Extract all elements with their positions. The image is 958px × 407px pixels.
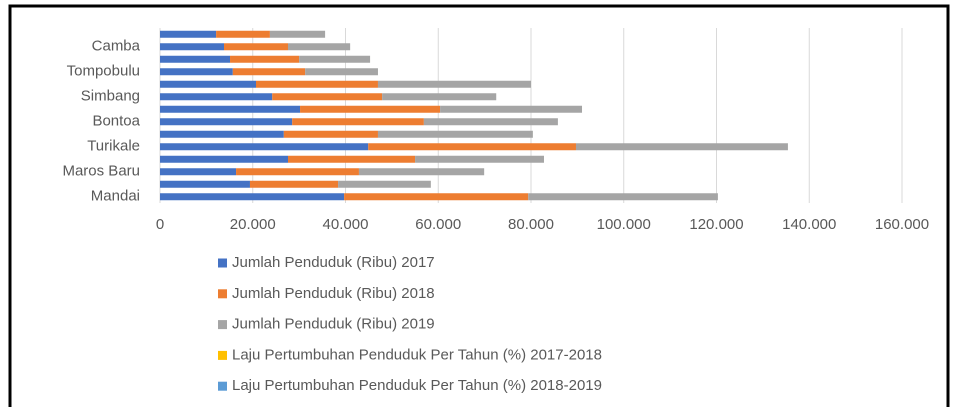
bar-segment <box>160 93 273 101</box>
bar-segment <box>160 193 345 201</box>
x-tick-label: 80.000 <box>508 216 554 233</box>
bar-segment <box>338 180 431 188</box>
bar-segment <box>160 80 256 88</box>
x-tick-label: 40.000 <box>323 216 369 233</box>
y-tick-label: Turikale <box>87 138 140 155</box>
y-tick-label: Maros Baru <box>62 163 140 180</box>
bar-segment <box>377 80 531 88</box>
bar-segment <box>283 130 378 138</box>
x-tick-label: 140.000 <box>782 216 836 233</box>
legend-label: Jumlah Penduduk (Ribu) 2017 <box>232 254 435 271</box>
y-tick-label: Camba <box>92 38 141 55</box>
bar-segment <box>287 43 351 51</box>
bar-segment <box>300 105 441 113</box>
bar-segment <box>305 68 378 76</box>
bar-segment <box>216 30 270 38</box>
x-tick-label: 120.000 <box>689 216 743 233</box>
bar-segment <box>160 130 284 138</box>
bar-segment <box>368 143 576 151</box>
frame <box>8 4 950 407</box>
bar-segment <box>358 168 485 176</box>
bar-segment <box>249 180 339 188</box>
bar-segment <box>528 193 718 201</box>
bar-segment <box>287 155 416 163</box>
legend-label: Jumlah Penduduk (Ribu) 2019 <box>232 316 435 333</box>
bar-segment <box>423 118 558 126</box>
x-tick-label: 0 <box>156 216 164 233</box>
bar-segment <box>299 55 371 63</box>
bar-segment <box>269 30 326 38</box>
legend-swatch <box>218 258 227 268</box>
bar-segment <box>382 93 497 101</box>
legend-swatch <box>218 289 227 299</box>
bar-segment <box>236 168 359 176</box>
bar-segment <box>292 118 424 126</box>
bar-segment <box>160 143 369 151</box>
bar-segment <box>344 193 529 201</box>
bar-segment <box>272 93 383 101</box>
y-tick-label: Mandai <box>91 188 140 205</box>
legend-swatch <box>218 320 227 330</box>
bar-segment <box>160 43 224 51</box>
x-tick-label: 160.000 <box>875 216 929 233</box>
legend-swatch <box>218 350 227 360</box>
x-tick-label: 20.000 <box>230 216 276 233</box>
legend-label: Laju Pertumbuhan Penduduk Per Tahun (%) … <box>232 346 602 363</box>
bar-segment <box>160 30 217 38</box>
legend-label: Jumlah Penduduk (Ribu) 2018 <box>232 285 435 302</box>
bar-segment <box>160 180 250 188</box>
bar-segment <box>230 55 300 63</box>
bar-segment <box>160 68 233 76</box>
x-tick-label: 60.000 <box>415 216 461 233</box>
bar-segment <box>415 155 544 163</box>
bar-segment <box>223 43 288 51</box>
legend-label: Laju Pertumbuhan Penduduk Per Tahun (%) … <box>232 377 602 394</box>
bar-segment <box>160 168 237 176</box>
bar-segment <box>160 55 231 63</box>
bar-segment <box>377 130 533 138</box>
bar-segment <box>232 68 306 76</box>
bar-segment <box>255 80 378 88</box>
x-tick-label: 100.000 <box>597 216 651 233</box>
bar-segment <box>160 105 301 113</box>
bar-segment <box>575 143 788 151</box>
y-tick-label: Tompobulu <box>67 63 140 80</box>
bar-segment <box>440 105 583 113</box>
legend-swatch <box>218 381 227 391</box>
y-tick-label: Simbang <box>81 88 140 105</box>
bar-segment <box>160 155 288 163</box>
y-tick-label: Bontoa <box>92 113 140 130</box>
bar-segment <box>160 118 293 126</box>
